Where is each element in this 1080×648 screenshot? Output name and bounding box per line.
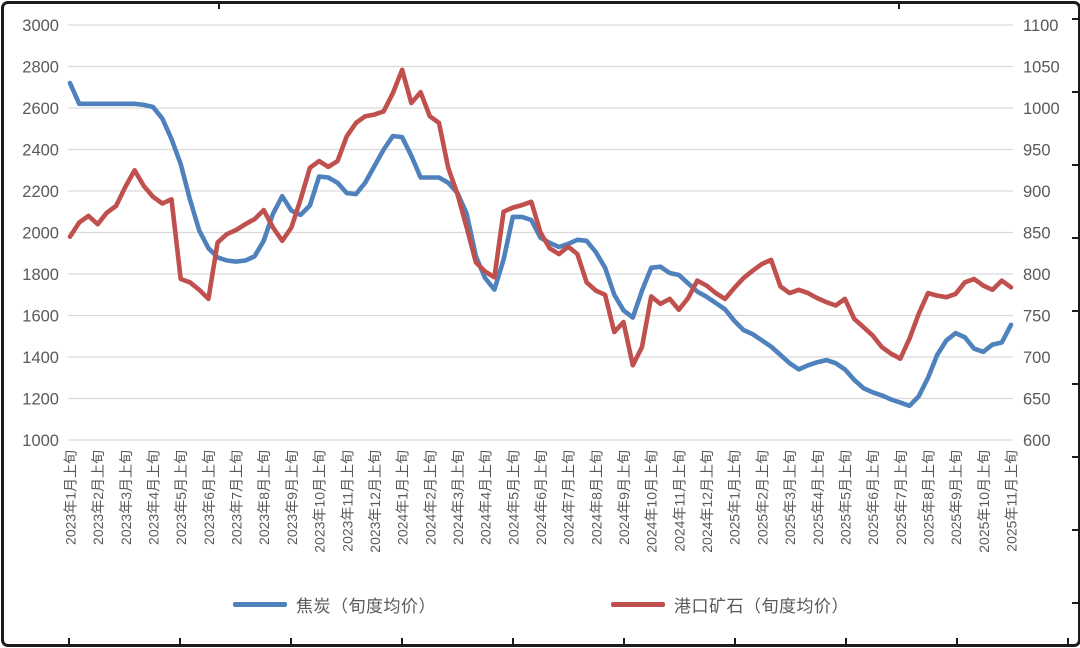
svg-text:2023年2月上旬: 2023年2月上旬 [90, 450, 106, 545]
svg-text:700: 700 [1023, 349, 1051, 367]
svg-text:3000: 3000 [22, 17, 59, 35]
svg-text:2025年1月上旬: 2025年1月上旬 [727, 450, 743, 545]
svg-text:750: 750 [1023, 308, 1051, 326]
x-axis-labels: 2023年1月上旬 2023年2月上旬 2023年3月上旬 2023年4月上旬 2023… [63, 450, 1020, 553]
svg-text:2023年1月上旬: 2023年1月上旬 [63, 450, 79, 545]
svg-text:2023年12月上旬: 2023年12月上旬 [367, 450, 383, 553]
ore-series-line [67, 67, 1014, 368]
svg-text:2023年11月上旬: 2023年11月上旬 [339, 450, 355, 552]
svg-text:2024年5月上旬: 2024年5月上旬 [505, 450, 521, 545]
svg-text:2025年8月上旬: 2025年8月上旬 [920, 450, 936, 545]
svg-text:2025年6月上旬: 2025年6月上旬 [865, 450, 881, 545]
svg-text:1400: 1400 [22, 349, 59, 367]
frame-tick [898, 4, 900, 9]
svg-text:1100: 1100 [1023, 17, 1058, 35]
frame-tick [845, 638, 847, 644]
svg-text:1050: 1050 [1023, 59, 1060, 77]
frame-tick [1067, 638, 1069, 644]
frame-tick [401, 638, 403, 644]
svg-text:2600: 2600 [22, 100, 59, 118]
svg-text:2023年4月上旬: 2023年4月上旬 [146, 450, 162, 545]
frame-tick [734, 638, 736, 644]
svg-text:2023年8月上旬: 2023年8月上旬 [256, 450, 272, 545]
svg-text:950: 950 [1023, 142, 1051, 160]
svg-text:900: 900 [1023, 183, 1051, 201]
right-axis-labels: 1100 1050 1000 950 900 850 800 750 700 650 600 [1023, 17, 1060, 450]
left-axis-labels: 3000 2800 2600 2400 2200 2000 1800 1600 1400 1200… [22, 17, 59, 450]
frame-tick [623, 638, 625, 644]
svg-text:2025年5月上旬: 2025年5月上旬 [837, 450, 853, 545]
svg-text:650: 650 [1023, 391, 1051, 409]
svg-text:2024年10月上旬: 2024年10月上旬 [644, 450, 660, 553]
svg-text:2023年7月上旬: 2023年7月上旬 [229, 450, 245, 545]
svg-text:2024年2月上旬: 2024年2月上旬 [422, 450, 438, 545]
legend-label-ore: 港口矿石（旬度均价） [674, 597, 849, 616]
svg-text:2024年6月上旬: 2024年6月上旬 [533, 450, 549, 545]
frame-tick [956, 638, 958, 644]
svg-text:2200: 2200 [22, 183, 59, 201]
frame-tick [1072, 383, 1078, 385]
svg-text:2023年3月上旬: 2023年3月上旬 [118, 450, 134, 545]
legend-item-coke: 焦炭（旬度均价） [233, 592, 436, 617]
svg-text:2025年9月上旬: 2025年9月上旬 [948, 450, 964, 545]
legend-item-ore: 港口矿石（旬度均价） [611, 592, 849, 617]
svg-text:2023年6月上旬: 2023年6月上旬 [201, 450, 217, 545]
frame-tick [218, 4, 220, 9]
svg-text:2023年10月上旬: 2023年10月上旬 [312, 450, 328, 553]
svg-text:2400: 2400 [22, 142, 59, 160]
svg-text:1600: 1600 [22, 308, 59, 326]
frame-tick [1072, 237, 1078, 239]
svg-text:2023年5月上旬: 2023年5月上旬 [173, 450, 189, 545]
svg-text:2800: 2800 [22, 59, 59, 77]
svg-text:2025年4月上旬: 2025年4月上旬 [810, 450, 826, 545]
svg-text:600: 600 [1023, 432, 1051, 450]
svg-text:1000: 1000 [22, 432, 59, 450]
frame-tick [290, 638, 292, 644]
svg-text:2024年8月上旬: 2024年8月上旬 [588, 450, 604, 545]
svg-text:2024年4月上旬: 2024年4月上旬 [478, 450, 494, 545]
frame-tick [1072, 602, 1078, 604]
svg-text:800: 800 [1023, 266, 1051, 284]
svg-text:2025年3月上旬: 2025年3月上旬 [782, 450, 798, 545]
frame-tick [512, 638, 514, 644]
svg-text:2024年7月上旬: 2024年7月上旬 [561, 450, 577, 545]
frame-tick [1072, 164, 1078, 166]
svg-text:2023年9月上旬: 2023年9月上旬 [284, 450, 300, 545]
frame-tick [68, 638, 70, 644]
svg-text:2024年11月上旬: 2024年11月上旬 [671, 450, 687, 552]
svg-text:2025年11月上旬: 2025年11月上旬 [1004, 450, 1020, 552]
frame-tick [1072, 18, 1078, 20]
coke-line-swatch [233, 602, 287, 607]
frame-tick [1072, 310, 1078, 312]
frame-tick [1072, 91, 1078, 93]
line-chart-svg: 3000 2800 2600 2400 2200 2000 1800 1600 1400 1200… [22, 17, 1060, 553]
svg-text:1000: 1000 [1023, 100, 1060, 118]
legend-label-coke: 焦炭（旬度均价） [296, 597, 436, 616]
frame-tick [179, 638, 181, 644]
svg-text:850: 850 [1023, 225, 1051, 243]
frame-tick [1072, 456, 1078, 458]
svg-text:2024年1月上旬: 2024年1月上旬 [395, 450, 411, 545]
frame-tick [1072, 529, 1078, 531]
ore-line-swatch [611, 602, 665, 607]
svg-text:2025年7月上旬: 2025年7月上旬 [893, 450, 909, 545]
svg-text:1200: 1200 [22, 391, 59, 409]
series-lines [67, 67, 1014, 409]
svg-text:2024年3月上旬: 2024年3月上旬 [450, 450, 466, 545]
svg-text:2025年10月上旬: 2025年10月上旬 [976, 450, 992, 553]
svg-text:1800: 1800 [22, 266, 59, 284]
svg-text:2000: 2000 [22, 225, 59, 243]
chart-legend: 焦炭（旬度均价） 港口矿石（旬度均价） [4, 592, 1078, 617]
svg-text:2024年9月上旬: 2024年9月上旬 [616, 450, 632, 545]
coke-series-line [67, 80, 1014, 409]
svg-text:2025年2月上旬: 2025年2月上旬 [754, 450, 770, 545]
svg-text:2024年12月上旬: 2024年12月上旬 [699, 450, 715, 553]
